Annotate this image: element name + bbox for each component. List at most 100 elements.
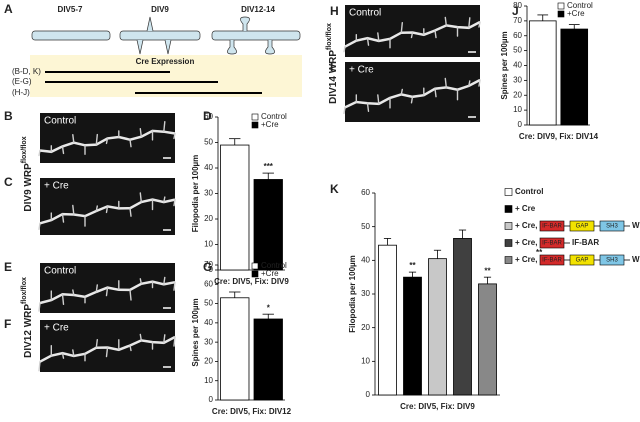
domain-label: GAP bbox=[576, 224, 589, 230]
spine bbox=[136, 39, 144, 55]
legend-swatch bbox=[504, 188, 513, 196]
condition-label: Control bbox=[44, 116, 76, 127]
legend-swatch bbox=[557, 10, 565, 18]
spines bbox=[343, 77, 481, 115]
panel-letter: E bbox=[4, 260, 12, 274]
y-tick-label: 20 bbox=[361, 323, 370, 332]
x-axis-label: Cre: DIV5, Fix: DIV9 bbox=[400, 402, 475, 411]
group-label: DIV12 WRPflox/flox bbox=[21, 277, 34, 358]
legend-label: Control bbox=[261, 112, 287, 121]
group-label: DIV14 WRPflox/flox bbox=[326, 23, 339, 104]
spines bbox=[38, 333, 176, 372]
panel-letter: D bbox=[203, 109, 212, 123]
y-tick-label: 0 bbox=[366, 390, 371, 399]
condition-label: + Cre bbox=[349, 65, 374, 76]
y-tick-label: 30 bbox=[361, 289, 370, 298]
y-tick-label: 20 bbox=[204, 357, 213, 366]
bar bbox=[428, 258, 447, 396]
y-tick-label: 10 bbox=[204, 240, 213, 249]
bar bbox=[220, 144, 250, 271]
bar bbox=[528, 20, 557, 126]
stage-label: DIV5-7 bbox=[58, 5, 83, 14]
spine bbox=[164, 39, 172, 55]
condition-label: Control bbox=[44, 266, 76, 277]
panel-letter: F bbox=[4, 317, 11, 331]
x-axis-label: Cre: DIV9, Fix: DIV14 bbox=[519, 132, 599, 141]
y-tick-label: 60 bbox=[204, 112, 213, 121]
y-tick-label: 0 bbox=[209, 265, 214, 274]
legend-label: +Cre bbox=[567, 9, 585, 18]
group-label-sup: flox/flox bbox=[326, 23, 333, 50]
group-label-main: DIV14 WRP bbox=[328, 50, 339, 104]
domain-label: SH3 bbox=[606, 224, 618, 230]
y-tick-label: 30 bbox=[513, 75, 522, 84]
panel-letter: J bbox=[512, 4, 519, 18]
panel-letter: I bbox=[330, 60, 333, 74]
legend-label: Control bbox=[261, 261, 287, 270]
legend-label: +Cre bbox=[261, 269, 279, 278]
group-label-sup: flox/flox bbox=[21, 136, 28, 163]
domain-label: IF-BAR bbox=[542, 241, 562, 247]
y-tick-label: 80 bbox=[513, 1, 522, 10]
group-label-main: DIV9 WRP bbox=[23, 163, 34, 212]
condition-label: + Cre bbox=[44, 181, 69, 192]
stage-label: DIV12-14 bbox=[241, 5, 275, 14]
bar bbox=[378, 244, 397, 396]
group-label-main: DIV12 WRP bbox=[23, 304, 34, 358]
legend-label: +Cre bbox=[261, 120, 279, 129]
bar bbox=[220, 297, 250, 401]
legend-swatch bbox=[504, 205, 513, 213]
construct-label: WRP bbox=[632, 221, 640, 230]
y-tick-label: 50 bbox=[204, 138, 213, 147]
y-tick-label: 70 bbox=[204, 260, 213, 269]
y-tick-label: 20 bbox=[513, 90, 522, 99]
significance: ** bbox=[409, 261, 416, 270]
y-tick-label: 40 bbox=[204, 318, 213, 327]
bar bbox=[253, 318, 283, 401]
domain-label: GAP bbox=[576, 258, 589, 264]
y-tick-label: 50 bbox=[513, 46, 522, 55]
y-tick-label: 60 bbox=[361, 188, 370, 197]
legend-label: + Cre, bbox=[515, 221, 537, 230]
spines bbox=[343, 16, 481, 53]
construct-label: IF-BAR bbox=[572, 238, 599, 247]
y-tick-label: 60 bbox=[513, 31, 522, 40]
bar bbox=[453, 238, 472, 396]
y-tick-label: 10 bbox=[361, 356, 370, 365]
spines bbox=[38, 192, 176, 230]
cre-box bbox=[30, 55, 302, 97]
legend-swatch bbox=[251, 121, 259, 129]
y-tick-label: 40 bbox=[361, 255, 370, 264]
legend-label: + Cre bbox=[515, 204, 536, 213]
panel-letter: G bbox=[203, 260, 212, 274]
spines bbox=[38, 121, 176, 157]
y-axis-label: Spines per 100µm bbox=[191, 298, 200, 366]
group-label-sup: flox/flox bbox=[21, 277, 28, 304]
y-tick-label: 20 bbox=[204, 214, 213, 223]
y-tick-label: 30 bbox=[204, 337, 213, 346]
construct-label: WRP 211/212 bbox=[632, 255, 640, 264]
legend-swatch bbox=[504, 239, 513, 247]
significance: *** bbox=[264, 162, 274, 171]
spine bbox=[265, 40, 275, 55]
y-axis-label: Spines per 100µm bbox=[500, 31, 509, 99]
neurite-tube bbox=[211, 30, 301, 41]
panel-letter: B bbox=[4, 109, 13, 123]
spines bbox=[38, 276, 176, 312]
range-label: (E-G) bbox=[12, 77, 32, 86]
panel-letter: A bbox=[4, 2, 13, 16]
y-axis-label: Filopodia per 100µm bbox=[191, 155, 200, 233]
mutation-mark: ** bbox=[536, 248, 543, 257]
legend-swatch bbox=[504, 256, 513, 264]
y-tick-label: 70 bbox=[513, 16, 522, 25]
condition-label: Control bbox=[349, 8, 381, 19]
y-tick-label: 30 bbox=[204, 189, 213, 198]
neurite-tube bbox=[119, 30, 201, 41]
significance: ** bbox=[484, 266, 491, 275]
legend-label: Control bbox=[515, 187, 543, 196]
panel-letter: C bbox=[4, 175, 13, 189]
significance: * bbox=[267, 303, 271, 312]
condition-label: + Cre bbox=[44, 323, 69, 334]
spine bbox=[240, 16, 250, 31]
legend-swatch bbox=[251, 270, 259, 278]
